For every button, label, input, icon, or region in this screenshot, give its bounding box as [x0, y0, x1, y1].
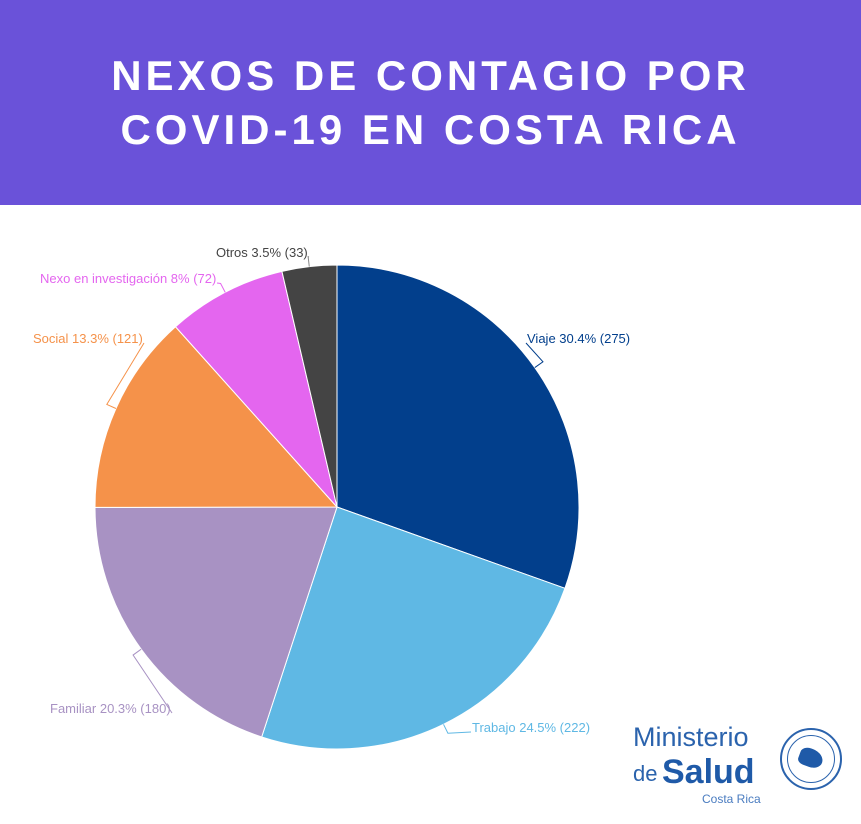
data-label-social: Social 13.3% (121) — [33, 331, 143, 346]
logo-costa-rica: Costa Rica — [702, 792, 761, 806]
logo-salud: Salud — [662, 753, 755, 791]
ministerio-de-salud-logo: Ministerio de Salud Costa Rica — [630, 722, 855, 812]
pie-slice-trabajo — [261, 506, 566, 750]
leader-line — [307, 255, 310, 267]
leader-line — [216, 282, 226, 293]
pie-slice-otros — [281, 264, 338, 508]
data-label-familiar: Familiar 20.3% (180) — [50, 701, 171, 716]
title-banner: NEXOS DE CONTAGIO POR COVID-19 EN COSTA … — [0, 0, 861, 205]
leader-line — [525, 342, 544, 368]
ministry-seal-icon — [780, 728, 842, 790]
pie-slice-social — [94, 326, 339, 508]
pie-slice-nexo-en-investigación — [174, 270, 338, 508]
leader-line — [443, 724, 472, 734]
logo-de: de — [633, 761, 658, 786]
pie-slice-familiar — [94, 506, 338, 738]
data-label-viaje: Viaje 30.4% (275) — [527, 331, 631, 346]
leader-line — [106, 342, 145, 409]
data-label-otros: Otros 3.5% (33) — [216, 245, 308, 260]
leader-line — [132, 648, 173, 714]
logo-ministerio: Ministerio — [633, 722, 749, 752]
data-label-trabajo: Trabajo 24.5% (222) — [472, 720, 591, 735]
title-line-1: NEXOS DE CONTAGIO POR — [111, 51, 750, 99]
title-line-2: COVID-19 EN COSTA RICA — [120, 105, 741, 153]
data-label-nexo-en-investigación: Nexo en investigación 8% (72) — [40, 271, 217, 286]
